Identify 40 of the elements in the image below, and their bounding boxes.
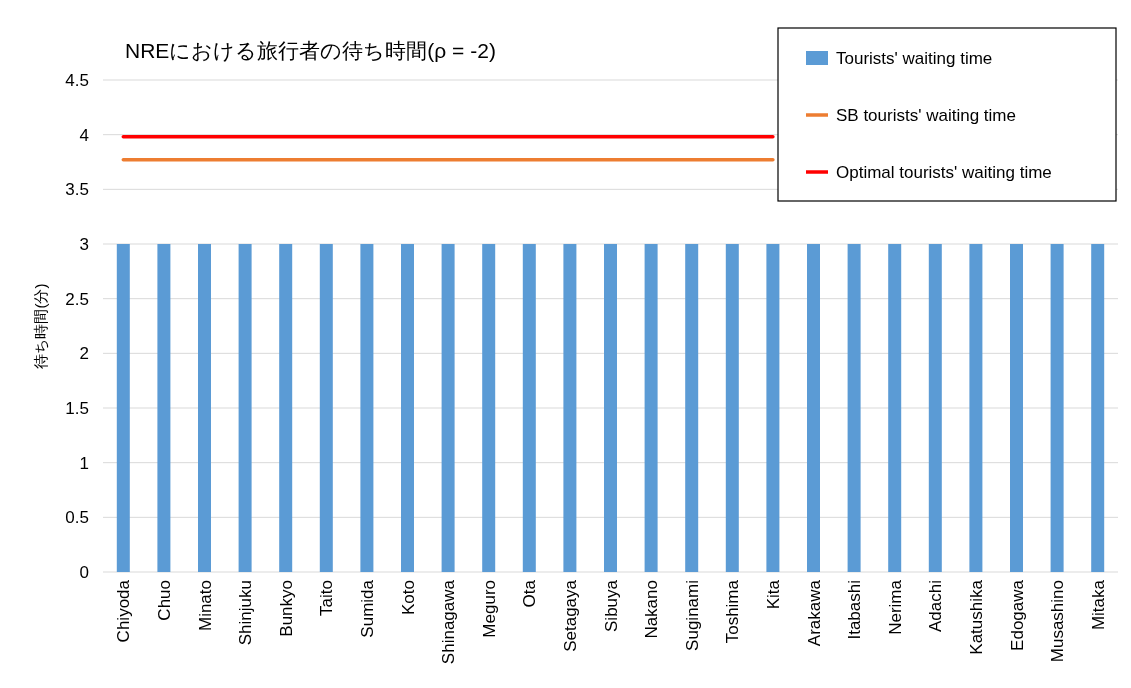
x-tick-label: Bunkyo <box>276 580 296 637</box>
x-tick-label: Chiyoda <box>114 579 134 643</box>
x-tick-label: Setagaya <box>560 579 580 652</box>
legend-label: Optimal tourists' waiting time <box>836 163 1052 182</box>
y-tick-label: 3 <box>79 235 89 254</box>
y-tick-label: 1.5 <box>65 399 89 418</box>
x-tick-label: Taito <box>317 580 337 616</box>
x-tick-label: Edogawa <box>1007 579 1027 651</box>
x-tick-label: Nerima <box>885 579 905 635</box>
chart-title: NREにおける旅行者の待ち時間(ρ = -2) <box>125 39 496 62</box>
x-tick-label: Meguro <box>479 580 499 638</box>
legend-label: Tourists' waiting time <box>836 49 993 68</box>
y-tick-label: 2 <box>79 344 89 364</box>
y-tick-label: 4.5 <box>65 71 89 90</box>
y-tick-label: 3.5 <box>65 180 89 200</box>
x-tick-label: Shinjuku <box>236 580 256 646</box>
x-tick-label: Suginami <box>682 580 702 651</box>
x-tick-label: Katushika <box>966 579 986 655</box>
y-tick-label: 0 <box>79 563 89 582</box>
x-tick-label: Toshima <box>723 579 743 644</box>
x-tick-label: Kita <box>763 579 783 610</box>
x-tick-label: Itabashi <box>845 580 865 640</box>
x-tick-label: Ota <box>520 579 540 608</box>
x-tick-label: Nakano <box>642 580 662 639</box>
x-tick-label: Arakawa <box>804 579 824 647</box>
x-tick-label: Shinagawa <box>439 579 459 665</box>
x-tick-label: Koto <box>398 580 418 615</box>
y-axis-title: 待ち時間(分) <box>32 283 49 369</box>
x-tick-label: Mitaka <box>1088 579 1108 631</box>
x-tick-label: Sibuya <box>601 579 621 632</box>
y-tick-label: 4 <box>79 125 89 145</box>
x-tick-label: Sumida <box>357 579 377 638</box>
x-tick-label: Chuo <box>154 580 174 621</box>
x-tick-label: Musashino <box>1048 580 1068 663</box>
x-tick-label: Minato <box>195 580 215 632</box>
y-tick-label: 2.5 <box>65 289 89 309</box>
x-tick-label: Adachi <box>926 580 946 632</box>
y-tick-label: 1 <box>79 453 89 473</box>
y-tick-label: 0.5 <box>65 508 89 528</box>
legend-label: SB tourists' waiting time <box>836 106 1016 125</box>
